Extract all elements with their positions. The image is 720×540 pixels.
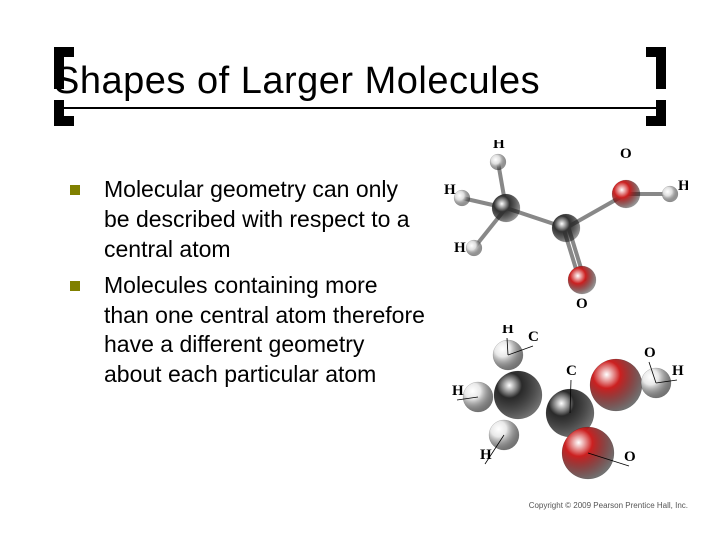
bullet-icon [70,185,80,195]
ball-stick-diagram: O O H H H H [438,140,688,320]
list-item: Molecular geometry can only be described… [70,175,428,265]
list-item: Molecules containing more than one centr… [70,271,428,391]
svg-text:H: H [454,240,466,256]
space-filling-diagram: HHHCCOOH [438,325,688,495]
svg-text:H: H [493,140,505,152]
bullet-text: Molecules containing more than one centr… [104,271,428,391]
copyright-text: Copyright © 2009 Pearson Prentice Hall, … [529,501,688,510]
svg-text:H: H [444,182,456,198]
svg-text:H: H [480,447,492,463]
svg-text:H: H [502,325,514,337]
svg-text:H: H [452,383,464,399]
bullet-icon [70,281,80,291]
svg-text:C: C [566,363,577,379]
page-title: Shapes of Larger Molecules [54,60,666,109]
svg-text:H: H [672,363,684,379]
svg-text:O: O [624,449,636,465]
svg-text:H: H [678,178,688,194]
svg-text:C: C [528,329,539,345]
molecule-figure: OOHHHH HHHCCOOH Copyright © 2009 Pearson… [438,140,688,510]
bullet-list: Molecular geometry can only be described… [70,175,428,396]
bullet-text: Molecular geometry can only be described… [104,175,428,265]
svg-text:O: O [620,146,632,162]
title-container: Shapes of Larger Molecules [54,60,666,109]
svg-text:O: O [576,296,588,312]
svg-text:O: O [644,345,656,361]
